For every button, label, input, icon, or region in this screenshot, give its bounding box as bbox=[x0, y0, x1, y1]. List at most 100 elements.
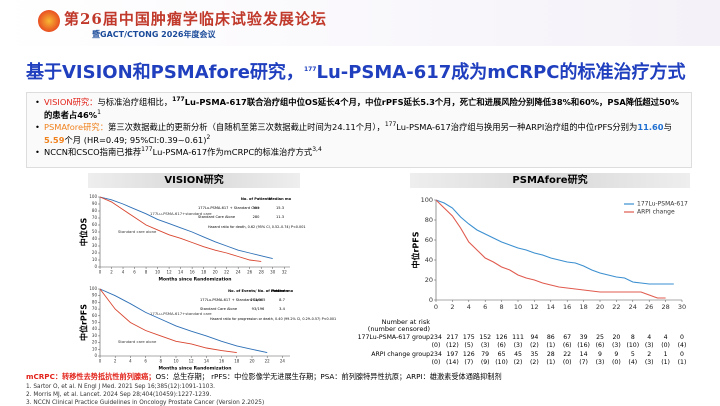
y-tick-label: 20 bbox=[92, 250, 98, 255]
at-risk-count: 86 bbox=[547, 334, 555, 341]
x-tick-label: 22 bbox=[224, 269, 230, 274]
at-risk-count: 9 bbox=[598, 351, 602, 358]
at-risk-censored: (1) bbox=[546, 342, 555, 349]
at-risk-censored: (10) bbox=[495, 359, 508, 366]
at-risk-censored: (6) bbox=[596, 342, 605, 349]
x-tick-label: 2 bbox=[450, 303, 454, 311]
km-curve bbox=[435, 199, 666, 299]
x-tick-label: 18 bbox=[579, 303, 587, 311]
y-tick-label: 30 bbox=[92, 243, 98, 248]
annotation-cell: 11.3 bbox=[276, 215, 284, 219]
annotation-cell: 3.4 bbox=[279, 307, 285, 311]
text-run: 177 bbox=[172, 96, 185, 104]
x-tick-label: 20 bbox=[249, 358, 255, 363]
curve-label: 177Lu-PSMA-617+standard care bbox=[150, 311, 212, 316]
annotation-cell: 8.7 bbox=[279, 298, 285, 302]
y-axis-label: 中位OS bbox=[79, 217, 89, 246]
y-tick-label: 100 bbox=[89, 194, 97, 199]
reference: 2. Morris MJ, et al. Lancet. 2024 Sep 28… bbox=[26, 392, 212, 398]
x-tick-label: 12 bbox=[530, 303, 538, 311]
at-risk-censored: (1) bbox=[661, 359, 670, 366]
at-risk-censored: (3) bbox=[596, 359, 605, 366]
at-risk-count: 2 bbox=[647, 351, 651, 358]
x-tick-label: 4 bbox=[129, 358, 132, 363]
y-tick-label: 0 bbox=[94, 264, 97, 269]
x-axis-label: Months since Randomization bbox=[159, 366, 232, 372]
x-tick-label: 16 bbox=[563, 303, 571, 311]
text-run: 3,4 bbox=[312, 146, 322, 154]
x-tick-label: 2 bbox=[110, 269, 113, 274]
text-run: 个月 (HR=0.49; 95%CI:0.39~0.61) bbox=[64, 134, 207, 145]
x-tick-label: 30 bbox=[678, 303, 686, 311]
x-tick-label: 10 bbox=[173, 358, 179, 363]
annotation-header: No. of Events/ No. of Patients bbox=[228, 289, 288, 293]
x-tick-label: 12 bbox=[189, 358, 195, 363]
y-tick-label: 60 bbox=[92, 313, 98, 318]
text-run: 2 bbox=[206, 133, 211, 141]
at-risk-censored: (1) bbox=[546, 359, 555, 366]
at-risk-count: 28 bbox=[547, 351, 555, 358]
x-tick-label: 18 bbox=[234, 358, 240, 363]
x-tick-label: 24 bbox=[629, 303, 637, 311]
annotation-header: Median mo bbox=[271, 289, 294, 293]
y-tick-label: 80 bbox=[92, 208, 98, 213]
text-run: OS：总生存期； rPFS：中位影像学无进展生存期；PSA：前列腺特异性抗原；A… bbox=[155, 372, 502, 381]
at-risk-censored: (6) bbox=[497, 342, 506, 349]
at-risk-count: 39 bbox=[580, 334, 588, 341]
legend-label: ARPI change bbox=[637, 209, 675, 216]
x-tick-label: 8 bbox=[160, 358, 163, 363]
at-risk-censored: (3) bbox=[514, 342, 523, 349]
at-risk-censored: (2) bbox=[530, 359, 539, 366]
annotation-cell: 254/385 bbox=[251, 298, 266, 302]
at-risk-count: 45 bbox=[514, 351, 522, 358]
y-tick-label: 50 bbox=[92, 320, 98, 325]
at-risk-label: 177Lu-PSMA-617 group bbox=[358, 334, 430, 341]
x-tick-label: 8 bbox=[145, 269, 148, 274]
at-risk-censored: (2) bbox=[514, 359, 523, 366]
at-risk-censored: (3) bbox=[481, 342, 490, 349]
y-tick-label: 60 bbox=[92, 222, 98, 227]
y-tick-label: 0 bbox=[94, 353, 97, 358]
text-run: NCCN和CSCO指南已推荐 bbox=[44, 147, 142, 157]
y-tick-label: 40 bbox=[92, 236, 98, 241]
text-run: 177 bbox=[141, 146, 153, 154]
at-risk-censored: (0) bbox=[432, 359, 441, 366]
x-tick-label: 24 bbox=[236, 269, 242, 274]
x-tick-label: 28 bbox=[661, 303, 669, 311]
x-tick-label: 6 bbox=[133, 269, 136, 274]
annotation-label: 177Lu-PSMA-617 + Standard Care bbox=[198, 206, 260, 210]
at-risk-count: 9 bbox=[614, 351, 618, 358]
bullet-box: VISION研究：与标准治疗组相比，177Lu-PSMA-617联合治疗组中位O… bbox=[26, 92, 692, 168]
at-risk-censored: (12) bbox=[446, 342, 459, 349]
at-risk-count: 35 bbox=[530, 351, 538, 358]
text-run: VISION研究： bbox=[44, 97, 98, 107]
x-tick-label: 10 bbox=[155, 269, 161, 274]
x-tick-label: 4 bbox=[467, 303, 471, 311]
at-risk-censored: (1) bbox=[678, 359, 687, 366]
at-risk-subtitle: (number censored) bbox=[368, 325, 430, 333]
header-subtitle: 暨GACT/CTONG 2026年度会议 bbox=[92, 30, 216, 39]
km-curve bbox=[99, 196, 262, 262]
at-risk-censored: (7) bbox=[579, 359, 588, 366]
text-run: 基于VISION和PSMAfore研究， bbox=[26, 62, 304, 83]
at-risk-count: 111 bbox=[512, 334, 524, 341]
slide-title: 基于VISION和PSMAfore研究，177Lu-PSMA-617成为mCRP… bbox=[26, 58, 686, 84]
at-risk-censored: (14) bbox=[446, 359, 459, 366]
x-tick-label: 6 bbox=[144, 358, 147, 363]
at-risk-censored: (4) bbox=[678, 342, 687, 349]
at-risk-censored: (0) bbox=[563, 359, 572, 366]
at-risk-title: Number at risk bbox=[382, 318, 431, 326]
y-axis-label: 中位rPFS bbox=[79, 304, 89, 341]
panel-title: VISION研究 bbox=[88, 173, 300, 188]
y-tick-label: 60 bbox=[425, 236, 433, 244]
x-tick-label: 26 bbox=[645, 303, 653, 311]
x-tick-label: 0 bbox=[99, 269, 102, 274]
annotation-cell: 551 bbox=[253, 206, 260, 210]
y-tick-label: 100 bbox=[89, 286, 97, 291]
x-tick-label: 24 bbox=[280, 358, 286, 363]
at-risk-count: 4 bbox=[664, 334, 668, 341]
at-risk-count: 8 bbox=[631, 334, 635, 341]
at-risk-censored: (0) bbox=[612, 359, 621, 366]
at-risk-censored: (0) bbox=[432, 342, 441, 349]
